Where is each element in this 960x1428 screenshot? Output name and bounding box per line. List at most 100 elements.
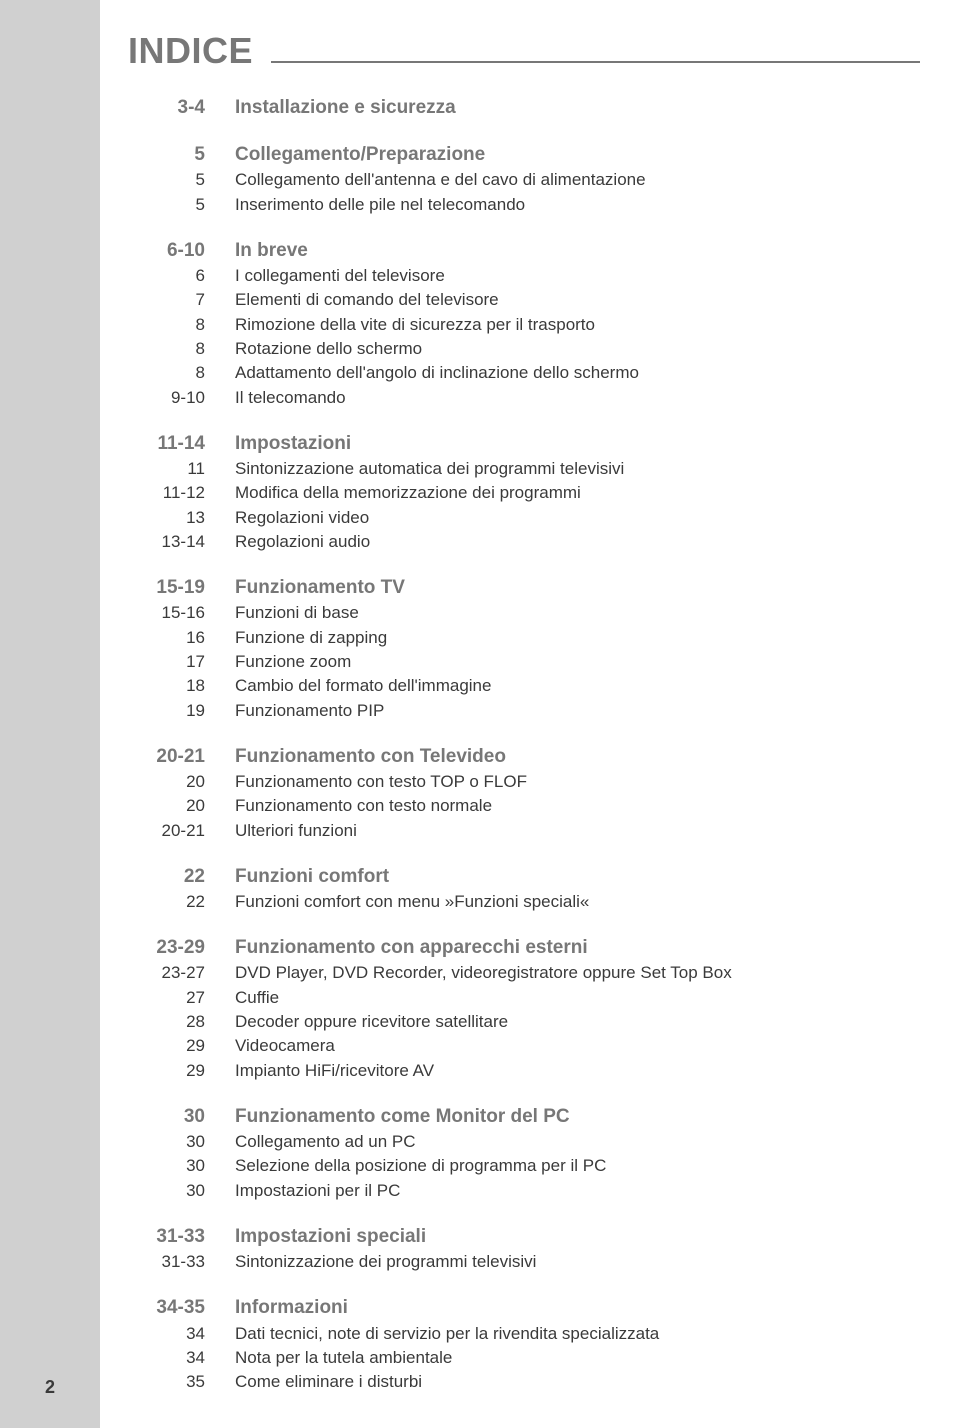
toc-section: 20-21202020-21Funzionamento con Televide…: [100, 743, 920, 843]
toc-item-text: Sintonizzazione automatica dei programmi…: [235, 457, 920, 481]
toc-item-page: 29: [100, 1059, 205, 1083]
toc-heading-page: 3-4: [100, 94, 205, 121]
toc-item-page: 13-14: [100, 530, 205, 554]
toc-item-text: Collegamento dell'antenna e del cavo di …: [235, 168, 920, 192]
toc-body: 3-4Installazione e sicurezza555Collegame…: [100, 94, 920, 1395]
toc-heading-text: Funzionamento con Televideo: [235, 743, 920, 770]
page-title: INDICE: [128, 30, 271, 72]
toc-section: 555Collegamento/PreparazioneCollegamento…: [100, 141, 920, 217]
pages-column: 15-1915-1616171819: [100, 574, 235, 723]
toc-item-text: Rimozione della vite di sicurezza per il…: [235, 313, 920, 337]
toc-item-text: Decoder oppure ricevitore satellitare: [235, 1010, 920, 1034]
description-column: Funzionamento TVFunzioni di baseFunzione…: [235, 574, 920, 723]
toc-item-page: 7: [100, 288, 205, 312]
toc-item-page: 23-27: [100, 961, 205, 985]
title-row: INDICE: [128, 30, 920, 72]
toc-heading-text: Funzionamento con apparecchi esterni: [235, 934, 920, 961]
pages-column: 2222: [100, 863, 235, 914]
toc-heading-page: 30: [100, 1103, 205, 1130]
toc-item-text: Funzionamento con testo TOP o FLOF: [235, 770, 920, 794]
page-number: 2: [45, 1377, 55, 1398]
toc-item-text: Cuffie: [235, 986, 920, 1010]
toc-heading-page: 15-19: [100, 574, 205, 601]
toc-item-page: 8: [100, 337, 205, 361]
description-column: Impostazioni specialiSintonizzazione dei…: [235, 1223, 920, 1274]
toc-item-page: 9-10: [100, 386, 205, 410]
toc-item-text: Regolazioni audio: [235, 530, 920, 554]
toc-section: 2222Funzioni comfortFunzioni comfort con…: [100, 863, 920, 914]
toc-heading-page: 6-10: [100, 237, 205, 264]
content-area: INDICE 3-4Installazione e sicurezza555Co…: [100, 30, 920, 1415]
description-column: In breveI collegamenti del televisoreEle…: [235, 237, 920, 410]
toc-item-text: Inserimento delle pile nel telecomando: [235, 193, 920, 217]
toc-heading-text: Informazioni: [235, 1294, 920, 1321]
description-column: InformazioniDati tecnici, note di serviz…: [235, 1294, 920, 1394]
toc-item-page: 11-12: [100, 481, 205, 505]
toc-item-page: 16: [100, 626, 205, 650]
toc-item-text: Collegamento ad un PC: [235, 1130, 920, 1154]
description-column: Funzionamento con apparecchi esterniDVD …: [235, 934, 920, 1083]
toc-section: 30303030Funzionamento come Monitor del P…: [100, 1103, 920, 1203]
toc-item-text: Modifica della memorizzazione dei progra…: [235, 481, 920, 505]
toc-item-page: 29: [100, 1034, 205, 1058]
toc-section: 11-141111-121313-14ImpostazioniSintonizz…: [100, 430, 920, 554]
toc-item-text: Cambio del formato dell'immagine: [235, 674, 920, 698]
sidebar-strip: 2: [0, 0, 100, 1428]
description-column: Collegamento/PreparazioneCollegamento de…: [235, 141, 920, 217]
toc-heading-page: 34-35: [100, 1294, 205, 1321]
toc-item-page: 30: [100, 1154, 205, 1178]
toc-heading-text: Installazione e sicurezza: [235, 94, 920, 121]
toc-item-text: Selezione della posizione di programma p…: [235, 1154, 920, 1178]
description-column: Installazione e sicurezza: [235, 94, 920, 121]
toc-item-page: 17: [100, 650, 205, 674]
toc-item-text: Funzione di zapping: [235, 626, 920, 650]
toc-item-page: 34: [100, 1322, 205, 1346]
toc-item-text: Il telecomando: [235, 386, 920, 410]
toc-heading-text: Funzionamento come Monitor del PC: [235, 1103, 920, 1130]
toc-heading-text: Funzioni comfort: [235, 863, 920, 890]
toc-heading-text: In breve: [235, 237, 920, 264]
toc-item-text: Impostazioni per il PC: [235, 1179, 920, 1203]
toc-item-text: Funzioni comfort con menu »Funzioni spec…: [235, 890, 920, 914]
toc-item-page: 31-33: [100, 1250, 205, 1274]
toc-item-page: 15-16: [100, 601, 205, 625]
pages-column: 11-141111-121313-14: [100, 430, 235, 554]
toc-item-page: 35: [100, 1370, 205, 1394]
description-column: Funzionamento come Monitor del PCCollega…: [235, 1103, 920, 1203]
title-rule: [271, 61, 920, 63]
description-column: Funzionamento con TelevideoFunzionamento…: [235, 743, 920, 843]
toc-item-text: Sintonizzazione dei programmi televisivi: [235, 1250, 920, 1274]
toc-item-page: 28: [100, 1010, 205, 1034]
toc-item-page: 19: [100, 699, 205, 723]
toc-section: 31-3331-33 Impostazioni specialiSintonizz…: [100, 1223, 920, 1274]
pages-column: 555: [100, 141, 235, 217]
toc-heading-text: Funzionamento TV: [235, 574, 920, 601]
toc-item-page: 5: [100, 168, 205, 192]
toc-item-page: 8: [100, 313, 205, 337]
toc-section: 23-2923-2727282929Funzionamento con appa…: [100, 934, 920, 1083]
toc-item-page: 30: [100, 1179, 205, 1203]
toc-item-text: Ulteriori funzioni: [235, 819, 920, 843]
toc-heading-text: Impostazioni: [235, 430, 920, 457]
toc-heading-text: Impostazioni speciali: [235, 1223, 920, 1250]
toc-heading-page: 31-33: [100, 1223, 205, 1250]
toc-item-page: 11: [100, 457, 205, 481]
toc-item-text: Funzione zoom: [235, 650, 920, 674]
toc-item-text: Adattamento dell'angolo di inclinazione …: [235, 361, 920, 385]
toc-item-page: 30: [100, 1130, 205, 1154]
pages-column: 30303030: [100, 1103, 235, 1203]
toc-heading-page: 22: [100, 863, 205, 890]
description-column: ImpostazioniSintonizzazione automatica d…: [235, 430, 920, 554]
toc-item-text: I collegamenti del televisore: [235, 264, 920, 288]
toc-item-page: 5: [100, 193, 205, 217]
toc-heading-page: 5: [100, 141, 205, 168]
description-column: Funzioni comfortFunzioni comfort con men…: [235, 863, 920, 914]
toc-item-text: Impianto HiFi/ricevitore AV: [235, 1059, 920, 1083]
toc-section: 15-1915-1616171819Funzionamento TVFunzio…: [100, 574, 920, 723]
toc-item-text: Nota per la tutela ambientale: [235, 1346, 920, 1370]
toc-item-text: Rotazione dello schermo: [235, 337, 920, 361]
toc-heading-page: 23-29: [100, 934, 205, 961]
toc-item-page: 27: [100, 986, 205, 1010]
toc-item-text: Regolazioni video: [235, 506, 920, 530]
toc-item-page: 34: [100, 1346, 205, 1370]
